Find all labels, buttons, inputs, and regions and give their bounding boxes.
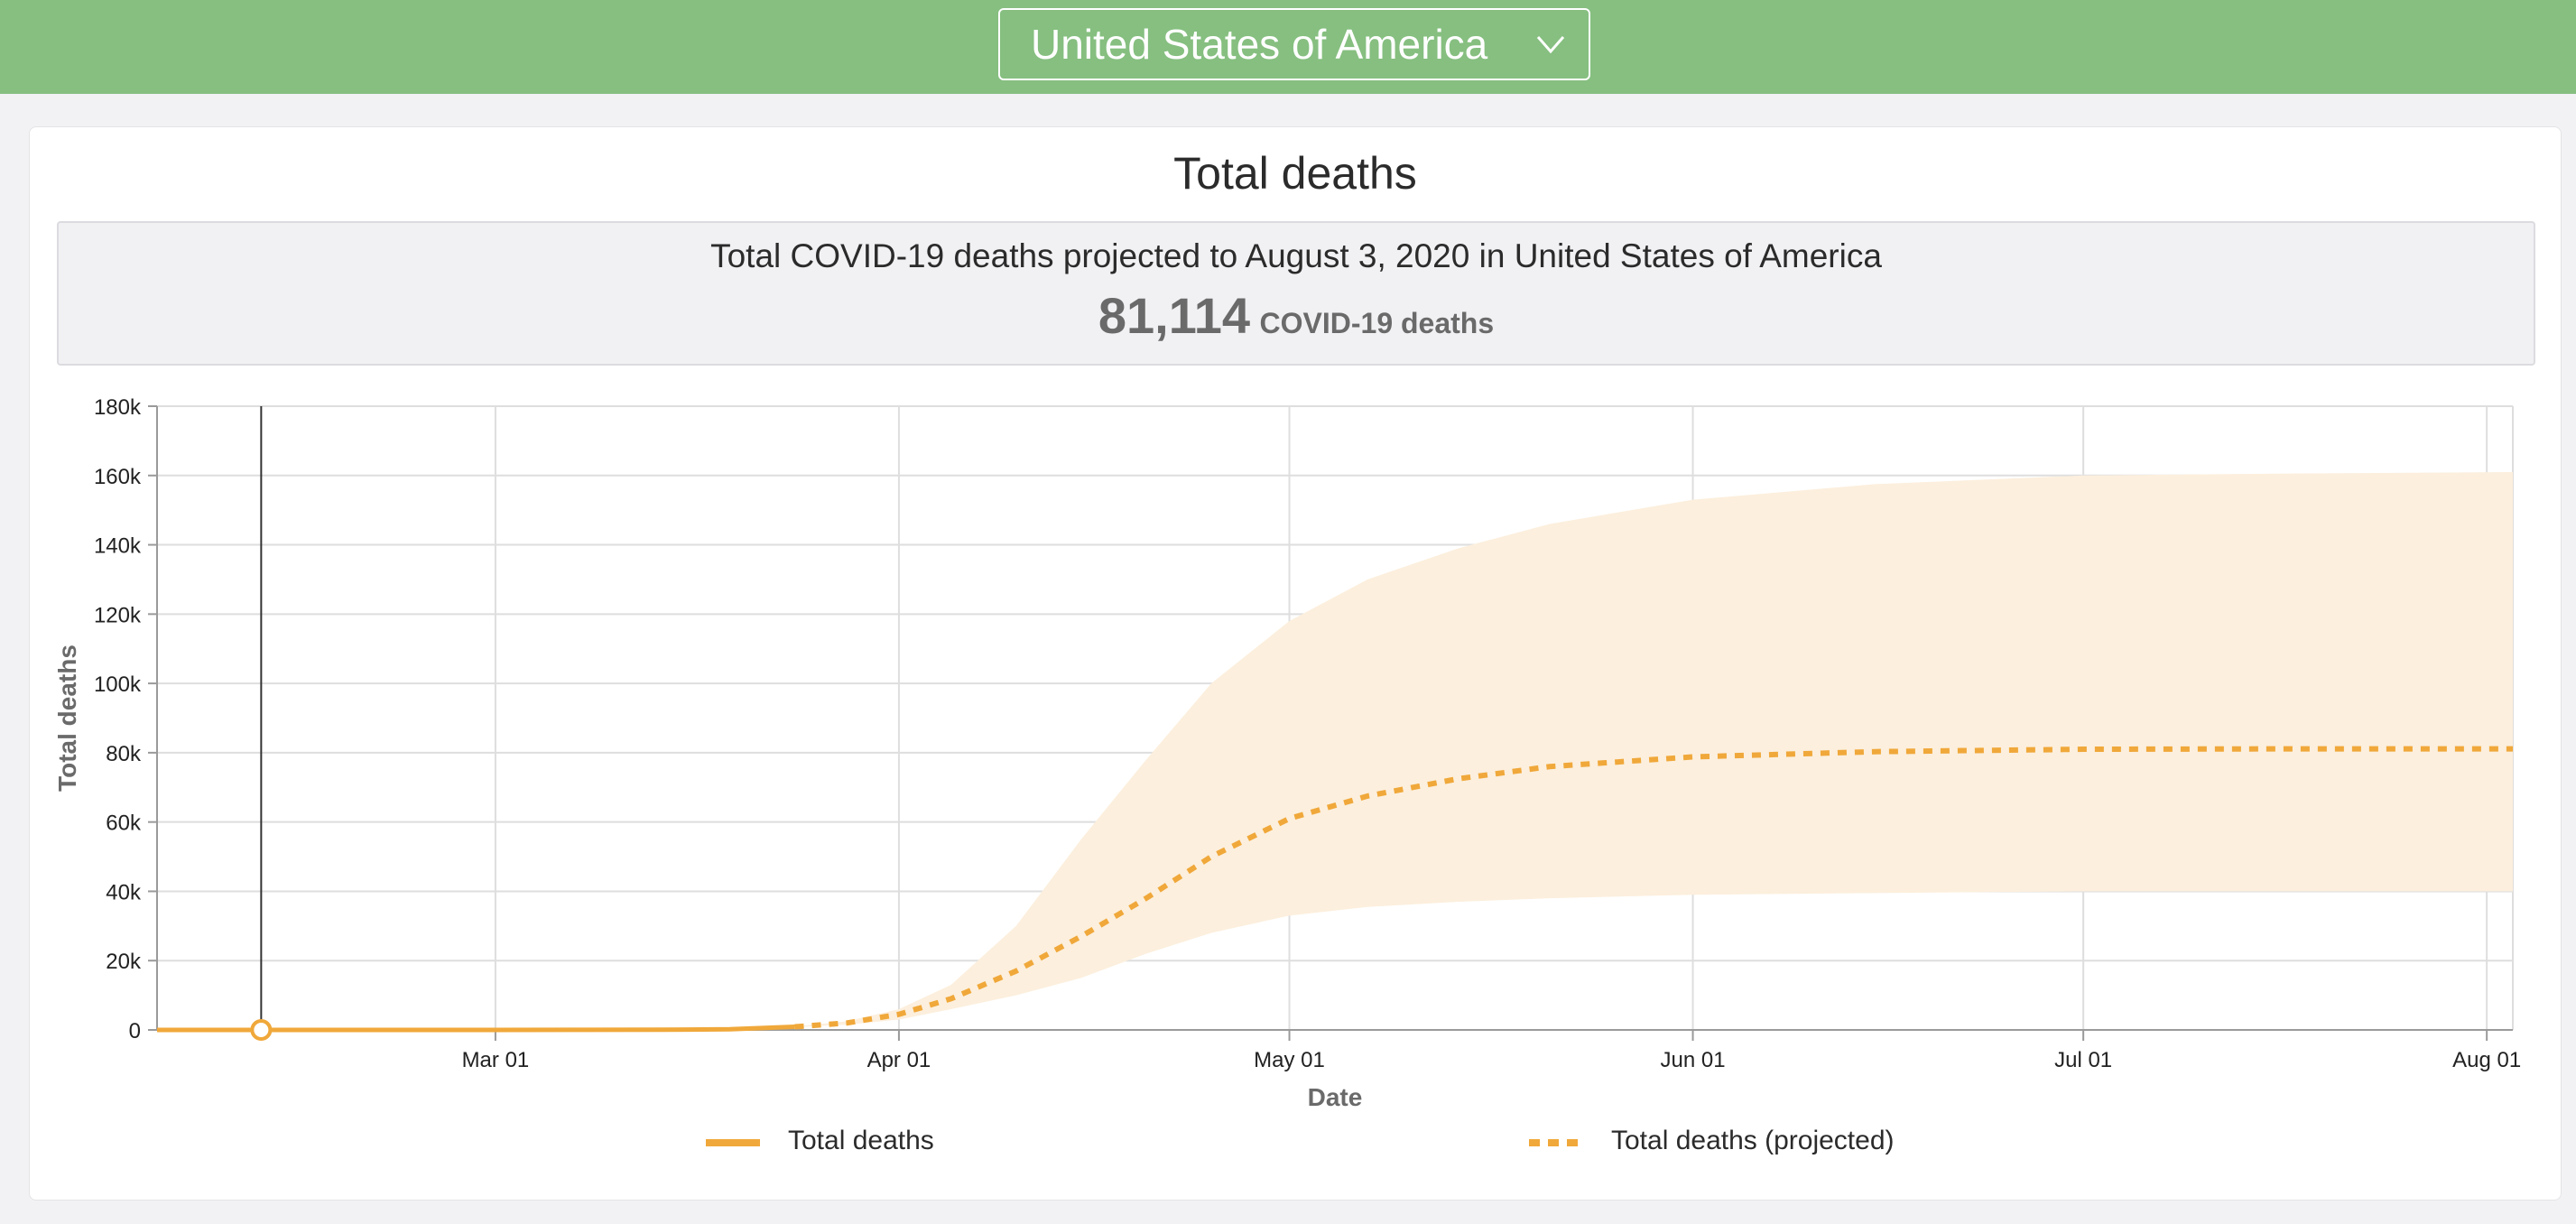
y-axis-title: Total deaths — [53, 644, 81, 792]
series-line-total-deaths-projected — [794, 746, 2514, 1030]
x-tick-label: May 01 — [1254, 1048, 1325, 1072]
summary-value: 81,114 COVID-19 deaths — [59, 286, 2534, 345]
legend-label-total-deaths-projected[interactable]: Total deaths (projected) — [1611, 1126, 1895, 1155]
y-tick-label: 100k — [94, 672, 142, 697]
projection-uncertainty-band — [794, 471, 2513, 1027]
hover-point-marker — [250, 1019, 273, 1041]
top-bar: United States of America — [0, 0, 2576, 94]
y-tick-label: 40k — [106, 880, 142, 904]
projection-summary: Total COVID-19 deaths projected to Augus… — [57, 221, 2535, 366]
y-tick-label: 60k — [106, 811, 142, 836]
y-tick-label: 120k — [94, 603, 142, 627]
legend-label-total-deaths[interactable]: Total deaths — [788, 1126, 934, 1155]
y-tick-label: 0 — [129, 1019, 141, 1043]
summary-number: 81,114 — [1098, 287, 1251, 344]
y-tick-label: 180k — [94, 395, 142, 420]
x-tick-label: Jun 01 — [1661, 1048, 1726, 1072]
card-title: Total deaths — [1173, 148, 1417, 199]
y-tick-label: 80k — [106, 742, 142, 766]
x-tick-label: Apr 01 — [867, 1048, 931, 1072]
x-tick-label: Mar 01 — [462, 1048, 530, 1072]
series-line-total-deaths — [157, 1025, 795, 1033]
x-axis-title: Date — [1308, 1083, 1363, 1111]
summary-unit: COVID-19 deaths — [1259, 307, 1495, 339]
y-tick-label: 20k — [106, 950, 142, 974]
chevron-down-icon — [1536, 36, 1565, 54]
y-tick-label: 140k — [94, 534, 142, 559]
x-tick-label: Jul 01 — [2054, 1048, 2112, 1072]
country-dropdown-label: United States of America — [1031, 21, 1488, 68]
summary-text: Total COVID-19 deaths projected to Augus… — [710, 237, 1882, 274]
country-dropdown[interactable]: United States of America — [998, 8, 1590, 80]
x-tick-label: Aug 01 — [2452, 1048, 2521, 1072]
y-tick-label: 160k — [94, 465, 142, 489]
